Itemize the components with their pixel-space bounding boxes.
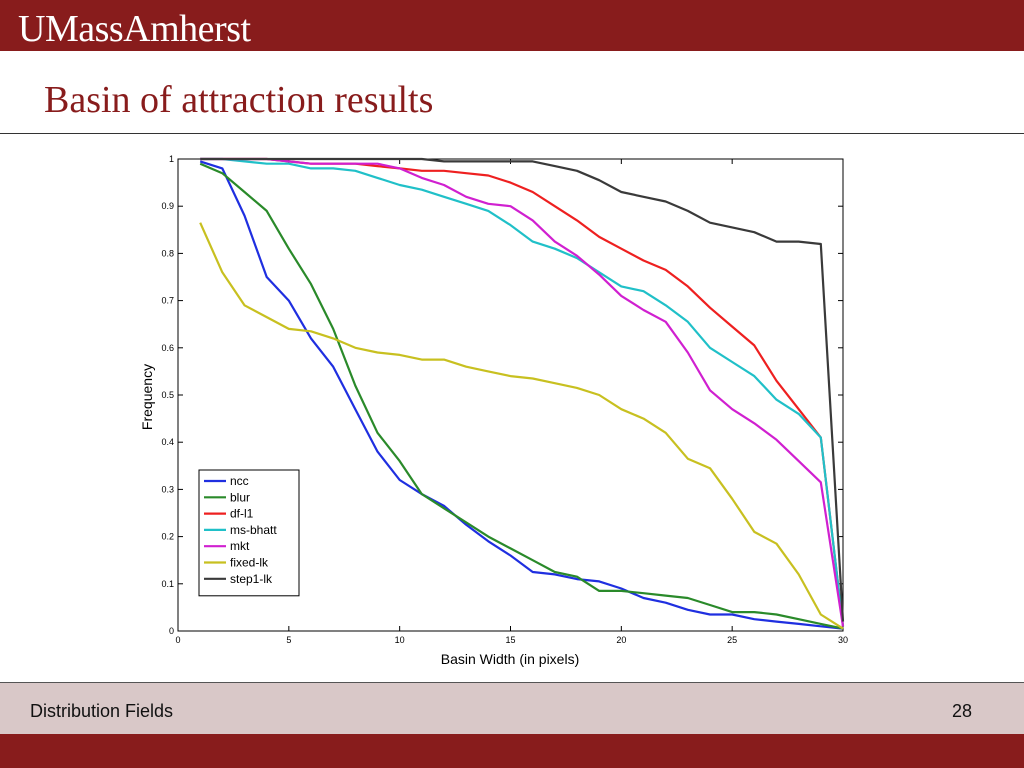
x-tick-label: 20	[616, 635, 626, 645]
y-tick-label: 0.8	[161, 248, 174, 258]
x-tick-label: 15	[505, 635, 515, 645]
y-tick-label: 0.4	[161, 437, 174, 447]
y-axis-label: Frequency	[139, 364, 155, 430]
ticks: 0 5 10 15 20 25 30 0 0.1 0.2 0.3 0.4 0.5 0.6 0.7 0.8 0.9…	[161, 154, 848, 645]
footer-text: Distribution Fields	[30, 701, 174, 721]
y-tick-label: 0.5	[161, 390, 174, 400]
y-tick-label: 0.7	[161, 296, 174, 306]
series-line-blur	[199, 162, 844, 630]
umass-logo: UMassAmherst	[18, 8, 251, 50]
series-line-fixed-lk	[199, 222, 844, 630]
y-tick-label: 0	[169, 626, 174, 636]
series-lines	[199, 157, 845, 630]
x-tick-label: 0	[175, 635, 180, 645]
legend-label-mkt: mkt	[230, 539, 250, 553]
footer-bar: Distribution Fields 28	[0, 682, 1024, 734]
line-chart: 0 5 10 15 20 25 30 0 0.1 0.2 0.3 0.4 0.5 0.6 0.7 0.8 0.9…	[139, 154, 848, 667]
y-tick-label: 0.6	[161, 343, 174, 353]
header-bar: UMassAmherst	[0, 0, 1024, 51]
title-divider	[0, 133, 1024, 134]
x-tick-label: 30	[838, 635, 848, 645]
chart-container: 0 5 10 15 20 25 30 0 0.1 0.2 0.3 0.4 0.5 0.6 0.7 0.8 0.9…	[130, 148, 860, 678]
series-line-step1-lk	[200, 157, 845, 622]
series-line-ms-bhatt	[200, 157, 845, 627]
series-line-mkt	[200, 157, 845, 627]
legend: ncc blur df-l1 ms-bhatt mkt fixed-lk step1-lk	[198, 469, 300, 597]
y-tick-label: 0.1	[161, 579, 174, 589]
page-number: 28	[951, 701, 972, 721]
bottom-bar	[0, 734, 1024, 768]
y-tick-label: 0.9	[161, 201, 174, 211]
x-tick-label: 25	[727, 635, 737, 645]
y-tick-label: 1	[169, 154, 174, 164]
y-tick-label: 0.2	[161, 532, 174, 542]
x-tick-label: 10	[395, 635, 405, 645]
x-tick-label: 5	[286, 635, 291, 645]
slide-title: Basin of attraction results	[44, 79, 434, 121]
legend-label-df-l1: df-l1	[230, 507, 254, 521]
series-line-ncc	[199, 160, 844, 630]
legend-label-ms-bhatt: ms-bhatt	[230, 523, 277, 537]
legend-label-ncc: ncc	[230, 474, 249, 488]
y-tick-label: 0.3	[161, 484, 174, 494]
legend-label-fixed-lk: fixed-lk	[230, 556, 269, 570]
legend-label-step1-lk: step1-lk	[230, 572, 273, 586]
legend-label-blur: blur	[230, 490, 250, 504]
legend-box	[198, 469, 300, 597]
x-axis-label: Basin Width (in pixels)	[441, 651, 580, 667]
